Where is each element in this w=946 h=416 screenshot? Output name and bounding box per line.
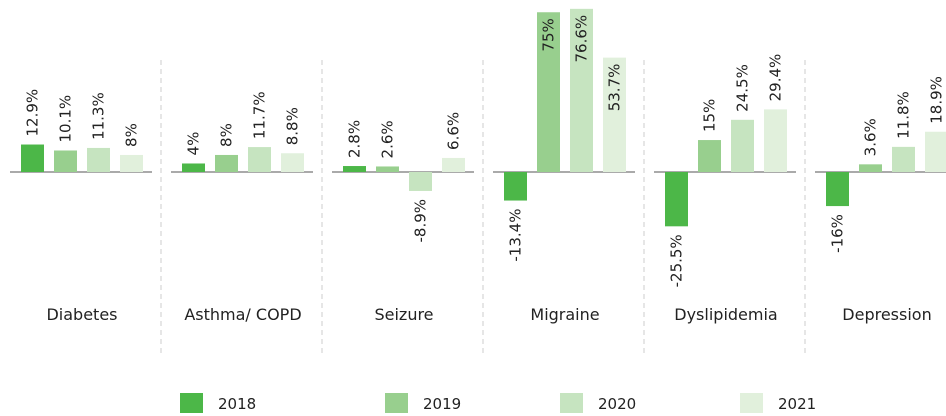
bar bbox=[120, 154, 143, 172]
bar bbox=[570, 8, 593, 173]
bar bbox=[892, 146, 915, 172]
category-label: Dyslipidemia bbox=[674, 305, 778, 324]
bar bbox=[537, 12, 560, 172]
bar bbox=[343, 166, 366, 172]
bar bbox=[21, 144, 44, 172]
value-label: 2.8% bbox=[346, 120, 364, 158]
value-label: 75% bbox=[540, 18, 558, 51]
value-label: 11.7% bbox=[251, 91, 269, 139]
legend-label: 2019 bbox=[423, 395, 461, 413]
legend-swatch bbox=[385, 393, 408, 413]
value-label: 11.3% bbox=[90, 92, 108, 140]
value-label: -25.5% bbox=[668, 234, 686, 287]
bar bbox=[925, 131, 946, 172]
bar bbox=[826, 172, 849, 207]
legend-label: 2020 bbox=[598, 395, 636, 413]
value-label: 8% bbox=[123, 123, 141, 147]
bar bbox=[54, 150, 77, 172]
category-label: Migraine bbox=[530, 305, 600, 324]
value-label: 6.6% bbox=[445, 112, 463, 150]
value-label: 12.9% bbox=[24, 89, 42, 137]
legend-label: 2021 bbox=[778, 395, 816, 413]
value-label: 53.7% bbox=[606, 64, 624, 112]
value-label: -13.4% bbox=[507, 209, 525, 262]
value-label: 2.6% bbox=[379, 120, 397, 158]
value-label: 3.6% bbox=[862, 118, 880, 156]
value-label: 18.9% bbox=[928, 76, 946, 124]
value-label: 4% bbox=[185, 132, 203, 156]
category-label: Seizure bbox=[374, 305, 434, 324]
bar bbox=[281, 153, 304, 172]
bar bbox=[442, 157, 465, 172]
bar bbox=[182, 163, 205, 172]
value-label: -16% bbox=[829, 214, 847, 253]
bar bbox=[409, 172, 432, 191]
bar bbox=[698, 140, 721, 172]
category-label: Diabetes bbox=[46, 305, 118, 324]
category-label: Depression bbox=[842, 305, 932, 324]
category-label: Asthma/ COPD bbox=[184, 305, 302, 324]
value-label: 8.8% bbox=[284, 107, 302, 145]
value-label: 10.1% bbox=[57, 95, 75, 143]
value-label: -8.9% bbox=[412, 199, 430, 243]
legend-swatch bbox=[560, 393, 583, 413]
bar bbox=[731, 119, 754, 172]
bar bbox=[376, 166, 399, 172]
bar bbox=[665, 172, 688, 227]
bar bbox=[603, 57, 626, 172]
value-label: 15% bbox=[701, 99, 719, 132]
bar bbox=[87, 147, 110, 172]
legend-swatch bbox=[180, 393, 203, 413]
value-label: 29.4% bbox=[767, 54, 785, 102]
legend-label: 2018 bbox=[218, 395, 256, 413]
bar bbox=[215, 154, 238, 172]
value-label: 8% bbox=[218, 123, 236, 147]
bar bbox=[859, 164, 882, 172]
value-label: 24.5% bbox=[734, 64, 752, 112]
value-label: 11.8% bbox=[895, 91, 913, 139]
bar bbox=[764, 109, 787, 172]
value-label: 76.6% bbox=[573, 15, 591, 63]
legend-swatch bbox=[740, 393, 763, 413]
bar bbox=[248, 147, 271, 172]
bar bbox=[504, 172, 527, 201]
